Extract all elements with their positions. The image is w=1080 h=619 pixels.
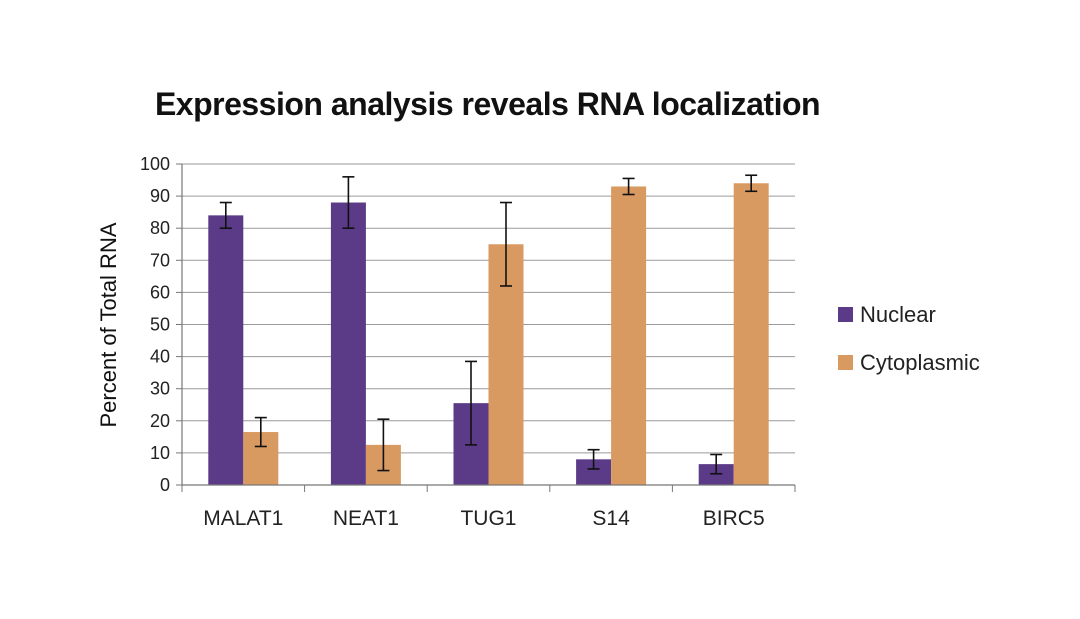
bar-cytoplasmic-s14 xyxy=(611,186,647,485)
bar-nuclear-neat1 xyxy=(330,202,366,485)
y-tick-label: 10 xyxy=(150,443,170,463)
legend-label-cytoplasmic: Cytoplasmic xyxy=(860,350,980,375)
bar-nuclear-birc5 xyxy=(698,464,734,485)
x-axis-categories: MALAT1 NEAT1 TUG1 S14 BIRC5 xyxy=(203,507,764,530)
x-category-label: S14 xyxy=(592,507,630,530)
legend-swatch-cytoplasmic xyxy=(838,355,853,370)
bars xyxy=(208,183,769,486)
x-category-label: MALAT1 xyxy=(203,507,283,530)
legend-swatch-nuclear xyxy=(838,307,853,322)
y-tick-label: 70 xyxy=(150,250,170,270)
bar-nuclear-malat1 xyxy=(208,215,244,486)
legend: Nuclear Cytoplasmic xyxy=(838,302,980,375)
axes xyxy=(181,164,796,492)
y-tick-label: 50 xyxy=(150,315,170,335)
y-tick-label: 0 xyxy=(160,475,170,495)
y-tick-label: 40 xyxy=(150,347,170,367)
chart-title: Expression analysis reveals RNA localiza… xyxy=(154,86,821,122)
y-tick-label: 20 xyxy=(150,411,170,431)
y-tick-label: 90 xyxy=(150,186,170,206)
error-bars xyxy=(219,174,758,475)
legend-label-nuclear: Nuclear xyxy=(860,302,936,327)
y-tick-label: 100 xyxy=(140,154,170,174)
x-category-label: BIRC5 xyxy=(703,507,765,530)
y-tick-label: 80 xyxy=(150,218,170,238)
y-axis-ticks: 0 10 20 30 40 50 60 70 80 90 100 xyxy=(140,154,182,495)
x-category-label: TUG1 xyxy=(460,507,516,530)
x-category-label: NEAT1 xyxy=(333,507,399,530)
bar-cytoplasmic-birc5 xyxy=(733,183,769,485)
y-tick-label: 30 xyxy=(150,379,170,399)
y-tick-label: 60 xyxy=(150,282,170,302)
y-axis-label: Percent of Total RNA xyxy=(96,222,121,427)
